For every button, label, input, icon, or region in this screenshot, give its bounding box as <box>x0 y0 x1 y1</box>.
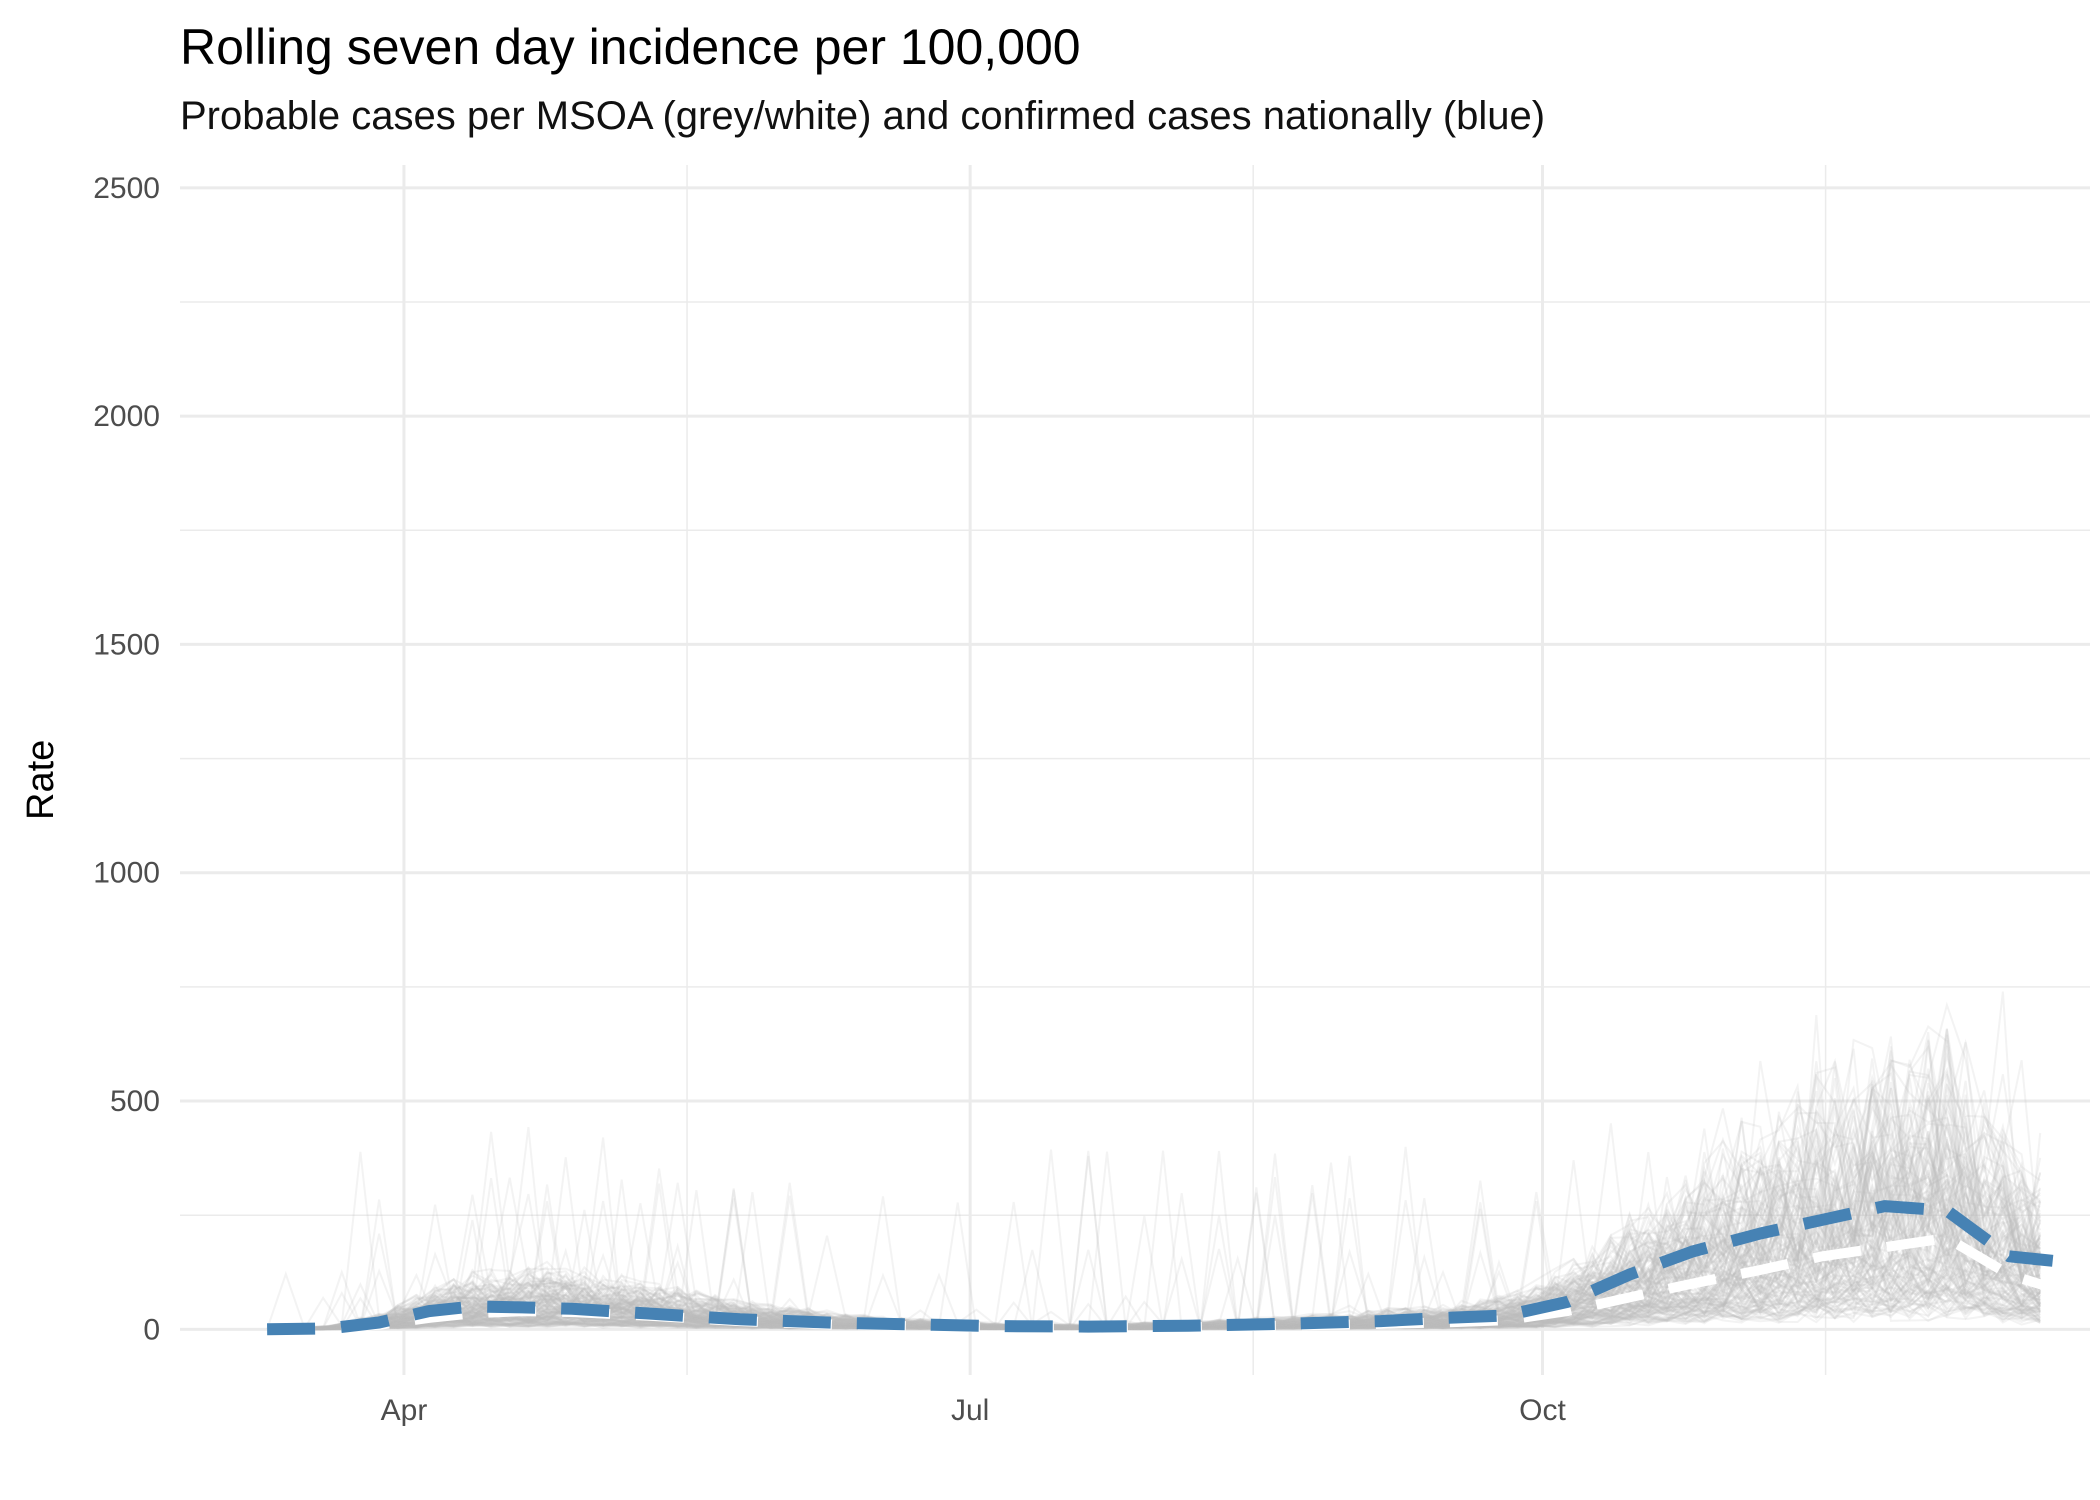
y-tick-label: 1000 <box>93 857 160 890</box>
y-tick-label: 0 <box>143 1313 160 1346</box>
x-tick-label: Jul <box>951 1394 989 1427</box>
chart-subtitle: Probable cases per MSOA (grey/white) and… <box>180 94 1546 138</box>
y-tick-label: 1500 <box>93 628 160 661</box>
msoa-line <box>267 1150 2041 1331</box>
x-tick-label: Oct <box>1519 1394 1566 1427</box>
y-tick-label: 2000 <box>93 400 160 433</box>
chart-title: Rolling seven day incidence per 100,000 <box>180 19 1081 75</box>
confirmed-national-line <box>267 1200 2054 1336</box>
msoa-lines-layer <box>266 991 2042 1331</box>
y-tick-label: 500 <box>110 1085 160 1118</box>
series-layer <box>267 1200 2055 1336</box>
tick-layer: 0 500 1000 1500 2000 2500 Apr Jul Oct <box>93 172 1566 1427</box>
y-tick-label: 2500 <box>93 172 160 205</box>
x-tick-label: Apr <box>381 1394 428 1427</box>
grid-layer <box>180 165 2090 1375</box>
